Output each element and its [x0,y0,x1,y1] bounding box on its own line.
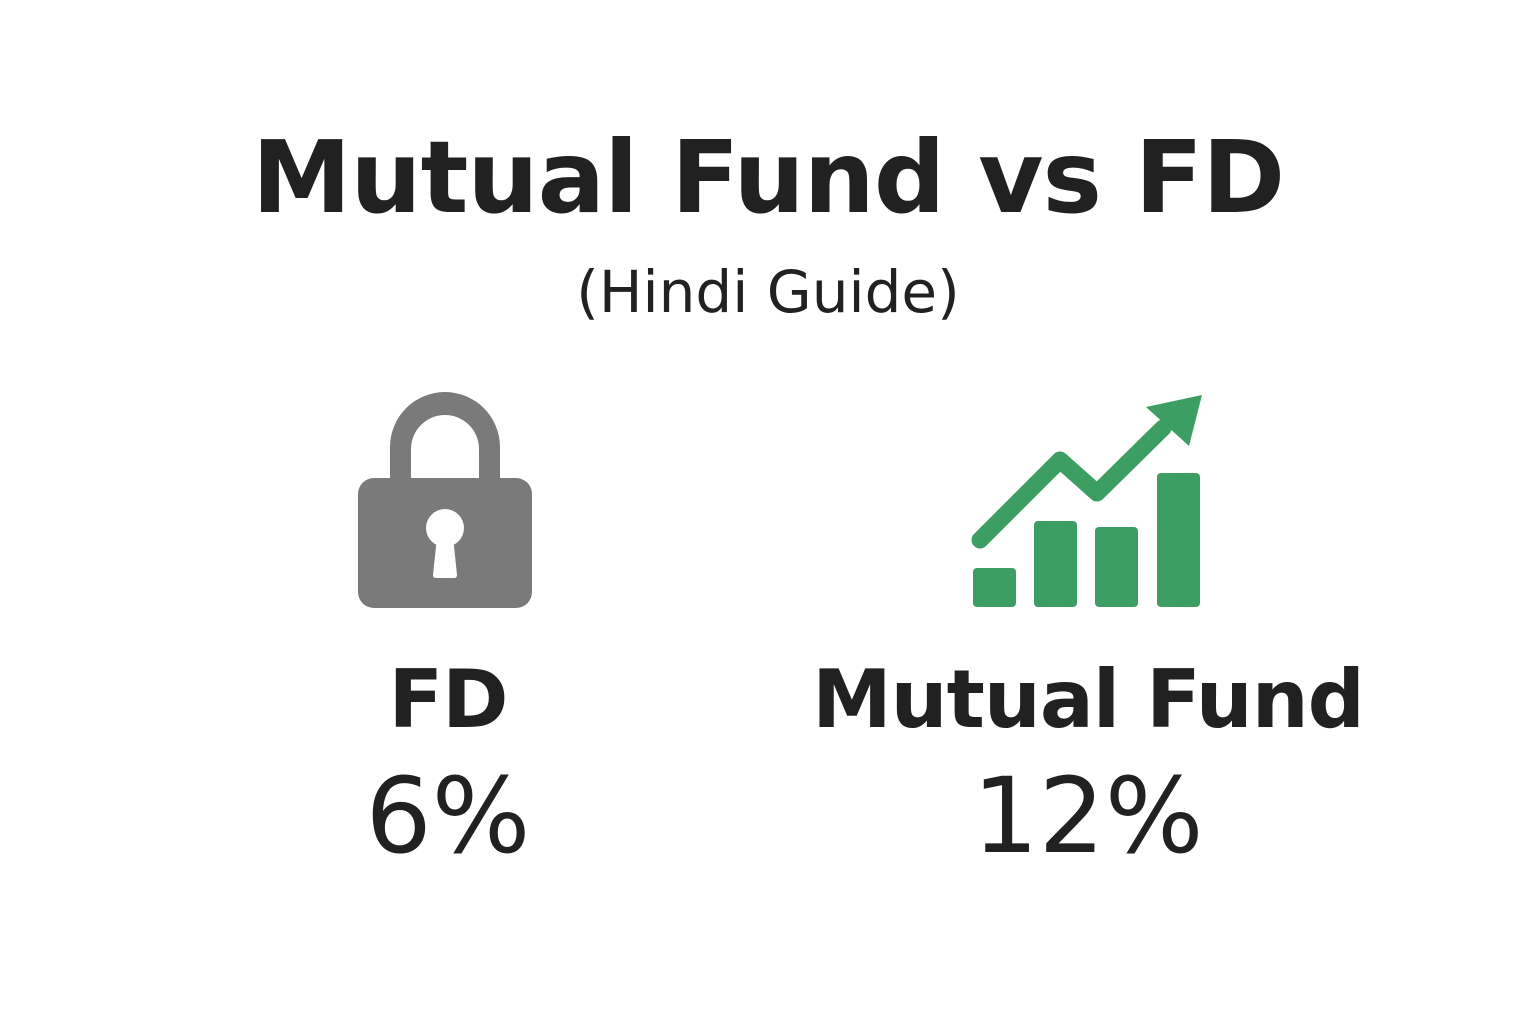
mutual-fund-label: Mutual Fund [812,653,1365,746]
mutual-fund-rate-value: 12% [972,755,1204,877]
page-subtitle: (Hindi Guide) [576,258,960,326]
fd-label: FD [388,653,508,746]
page-title: Mutual Fund vs FD [251,119,1285,236]
growth-chart-icon [965,390,1210,612]
fd-rate-value: 6% [365,755,531,877]
lock-icon [355,385,535,610]
